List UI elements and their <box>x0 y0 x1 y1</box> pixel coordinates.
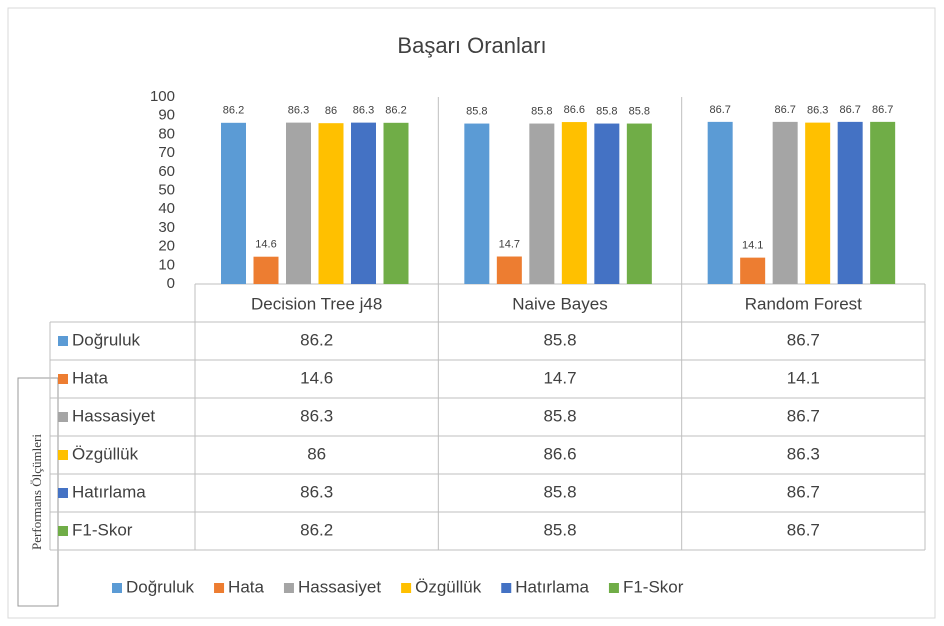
table-cell: 86.2 <box>300 330 333 349</box>
bar <box>870 121 896 284</box>
y-tick-label: 50 <box>158 181 175 198</box>
value-label: 86 <box>325 105 337 117</box>
value-label: 86.3 <box>288 105 309 117</box>
y-tick-label: 90 <box>158 107 175 124</box>
table-cell: 86.3 <box>300 406 333 425</box>
table-cell: 86 <box>307 444 326 463</box>
bar <box>318 123 344 285</box>
annotation-box <box>17 377 59 607</box>
legend-key <box>112 583 122 593</box>
value-label: 86.7 <box>839 104 860 116</box>
bar <box>496 256 522 284</box>
y-tick-label: 60 <box>158 163 175 180</box>
value-label: 85.8 <box>531 105 552 117</box>
y-tick-label: 30 <box>158 219 175 236</box>
table-row-label: F1-Skor <box>72 520 133 539</box>
table-legend-key <box>58 488 68 498</box>
bar <box>740 257 766 284</box>
bar <box>837 121 863 284</box>
value-label: 14.7 <box>499 238 520 250</box>
legend-key <box>401 583 412 593</box>
y-tick-label: 80 <box>158 125 175 142</box>
legend-label: Hata <box>228 577 264 596</box>
value-label: 85.8 <box>596 105 617 117</box>
value-label: 85.8 <box>629 105 650 117</box>
table-row-label: Hassasiyet <box>72 406 155 425</box>
chart-border <box>7 7 936 619</box>
table-cell: 86.3 <box>300 482 333 501</box>
bar <box>253 256 279 284</box>
table-cell: 86.7 <box>787 520 820 539</box>
table-legend-key <box>58 526 68 536</box>
table-legend-key <box>58 374 68 384</box>
annotation: Performans Ölçümleri <box>29 434 44 550</box>
legend-label: Özgüllük <box>415 577 482 596</box>
table-cell: 86.2 <box>300 520 333 539</box>
legend-key <box>608 583 619 593</box>
value-label: 86.2 <box>385 105 406 117</box>
y-tick-label: 40 <box>158 200 175 217</box>
y-tick-label: 70 <box>158 144 175 161</box>
chart-title: Başarı Oranları <box>397 33 546 58</box>
table-cell: 86.7 <box>787 482 820 501</box>
table-cell: 85.8 <box>543 520 576 539</box>
table-cell: 86.7 <box>787 406 820 425</box>
y-tick-label: 0 <box>167 275 175 292</box>
value-label: 14.6 <box>255 239 276 251</box>
y-tick-label: 20 <box>158 238 175 255</box>
value-label: 14.1 <box>742 240 763 252</box>
bar <box>772 121 798 284</box>
bar <box>286 122 311 284</box>
bar <box>221 122 246 284</box>
bar <box>464 123 490 284</box>
table-legend-key <box>58 336 68 346</box>
value-label: 86.7 <box>709 104 730 116</box>
category-label: Naive Bayes <box>512 294 607 313</box>
table-row-label: Hata <box>72 368 108 387</box>
bar <box>383 122 409 284</box>
value-label: 86.3 <box>353 105 374 117</box>
table-row-label: Doğruluk <box>72 330 141 349</box>
table-row-label: Hatırlama <box>72 482 146 501</box>
value-label: 86.3 <box>807 105 828 117</box>
legend-label: Hassasiyet <box>298 577 381 596</box>
y-tick-label: 100 <box>150 88 175 105</box>
value-label: 86.6 <box>564 104 585 116</box>
y-tick-label: 10 <box>158 256 175 273</box>
value-label: 86.2 <box>223 105 244 117</box>
table-cell: 14.7 <box>543 368 576 387</box>
legend-label: Doğruluk <box>126 577 195 596</box>
legend-key <box>214 583 225 593</box>
table-cell: 86.3 <box>787 444 820 463</box>
table-cell: 85.8 <box>543 406 576 425</box>
legend-label: F1-Skor <box>623 577 684 596</box>
bar <box>561 122 587 284</box>
category-label: Decision Tree j48 <box>251 294 382 313</box>
table-cell: 86.7 <box>787 330 820 349</box>
table-cell: 14.6 <box>300 368 333 387</box>
legend-key <box>283 583 294 593</box>
value-label: 85.8 <box>466 105 487 117</box>
legend-label: Hatırlama <box>515 577 589 596</box>
table-row-label: Özgüllük <box>72 444 139 463</box>
bar <box>529 123 555 284</box>
table-cell: 14.1 <box>787 368 820 387</box>
bar <box>707 121 733 284</box>
legend-key <box>501 583 512 593</box>
bar <box>351 122 376 284</box>
table-cell: 85.8 <box>543 482 576 501</box>
bar <box>594 123 620 284</box>
bar <box>626 123 652 284</box>
table-cell: 85.8 <box>543 330 576 349</box>
table-cell: 86.6 <box>543 444 576 463</box>
bar <box>805 122 831 284</box>
table-legend-key <box>58 450 68 460</box>
table-legend-key <box>58 412 68 422</box>
category-label: Random Forest <box>745 294 862 313</box>
value-label: 86.7 <box>872 104 893 116</box>
value-label: 86.7 <box>774 104 795 116</box>
